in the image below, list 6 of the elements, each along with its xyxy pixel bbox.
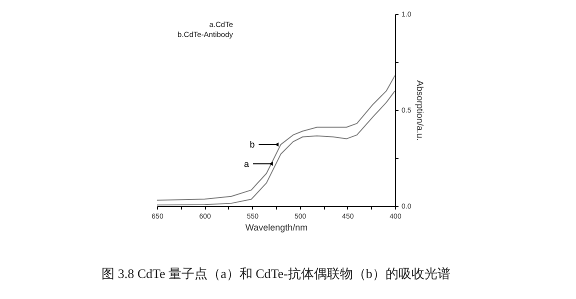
annotation: a bbox=[244, 158, 250, 169]
y-axis-title: Absorption/a.u. bbox=[415, 80, 426, 141]
line-series bbox=[156, 74, 396, 201]
caption: 图 3.8 CdTe 量子点（a）和 CdTe-抗体偶联物（b）的吸收光谱 bbox=[102, 266, 450, 281]
x-axis-title: Wavelength/nm bbox=[245, 222, 308, 232]
annotation: b bbox=[250, 140, 255, 150]
